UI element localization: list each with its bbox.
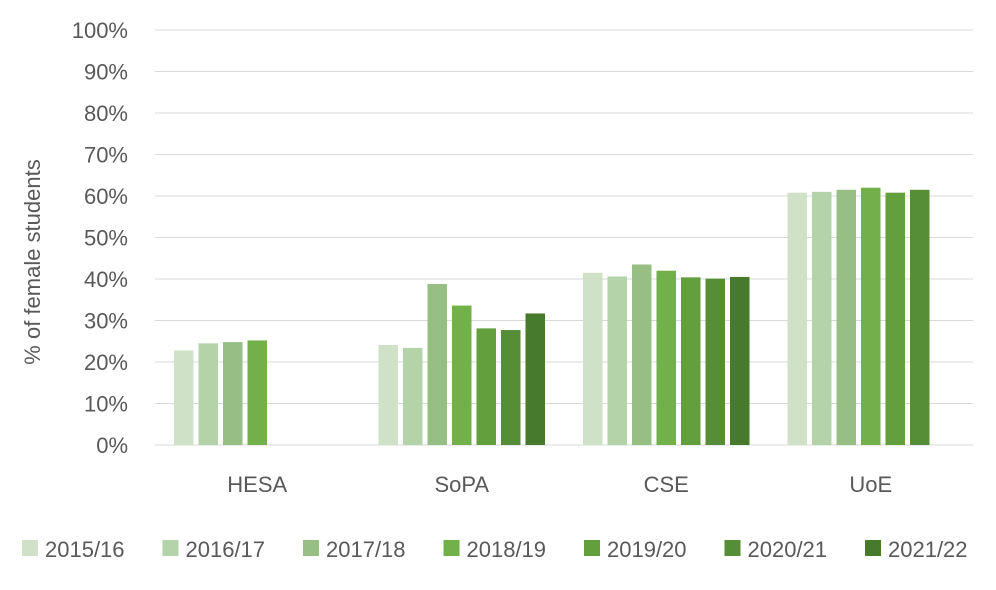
legend-swatch bbox=[865, 540, 881, 556]
legend-label: 2019/20 bbox=[607, 537, 687, 562]
y-axis-title: % of female students bbox=[20, 159, 45, 364]
x-tick-label: CSE bbox=[644, 472, 689, 497]
bar-cse-2016-17 bbox=[607, 276, 627, 445]
bar-uoe-2020-21 bbox=[910, 189, 930, 445]
gridlines bbox=[155, 29, 973, 446]
bar-uoe-2019-20 bbox=[885, 192, 905, 445]
axes: 0% 10% 20% 30% 40% 50% 60% 70% 80% 90% 100% HESA SoP… bbox=[72, 18, 892, 497]
bar-uoe-2016-17 bbox=[812, 191, 832, 445]
bar-cse-2015-16 bbox=[583, 272, 603, 445]
legend-label: 2016/17 bbox=[186, 537, 266, 562]
legend-swatch bbox=[22, 540, 38, 556]
bar-uoe-2015-16 bbox=[787, 192, 807, 445]
bars bbox=[174, 187, 930, 445]
y-tick-label: 10% bbox=[84, 392, 128, 417]
legend-swatch bbox=[443, 540, 460, 556]
legend-swatch bbox=[584, 540, 600, 556]
x-tick-label: SoPA bbox=[434, 472, 489, 497]
y-tick-label: 80% bbox=[84, 101, 128, 126]
legend-label: 2018/19 bbox=[467, 537, 547, 562]
bar-hesa-2018-19 bbox=[247, 340, 267, 445]
bar-hesa-2017-18 bbox=[223, 342, 243, 445]
legend: 2015/16 2016/17 2017/18 2018/19 2019/20 2020/… bbox=[22, 537, 968, 562]
bar-sopa-2015-16 bbox=[378, 344, 398, 445]
x-tick-label: HESA bbox=[227, 472, 287, 497]
legend-swatch bbox=[303, 540, 319, 556]
legend-label: 2021/22 bbox=[888, 537, 968, 562]
y-tick-label: 100% bbox=[72, 18, 128, 43]
y-tick-label: 50% bbox=[84, 226, 128, 251]
x-tick-label: UoE bbox=[849, 472, 892, 497]
y-tick-label: 20% bbox=[84, 350, 128, 375]
bar-cse-2019-20 bbox=[681, 277, 701, 445]
y-tick-label: 40% bbox=[84, 267, 128, 292]
y-tick-label: 0% bbox=[96, 433, 128, 458]
bar-cse-2021-22 bbox=[730, 276, 750, 445]
legend-label: 2015/16 bbox=[45, 537, 125, 562]
bar-cse-2018-19 bbox=[656, 270, 676, 445]
bar-sopa-2018-19 bbox=[452, 305, 472, 445]
y-tick-label: 70% bbox=[84, 143, 128, 168]
bar-uoe-2017-18 bbox=[836, 189, 856, 445]
y-tick-label: 90% bbox=[84, 60, 128, 85]
bar-cse-2017-18 bbox=[632, 264, 652, 445]
y-tick-label: 60% bbox=[84, 184, 128, 209]
legend-swatch bbox=[724, 540, 741, 556]
bar-uoe-2018-19 bbox=[861, 187, 881, 445]
bar-sopa-2020-21 bbox=[501, 330, 521, 445]
legend-swatch bbox=[162, 540, 179, 556]
legend-label: 2017/18 bbox=[326, 537, 406, 562]
bar-sopa-2019-20 bbox=[476, 328, 496, 445]
bar-sopa-2017-18 bbox=[427, 283, 447, 445]
bar-cse-2020-21 bbox=[705, 278, 725, 445]
bar-hesa-2015-16 bbox=[174, 350, 194, 445]
bar-sopa-2016-17 bbox=[403, 347, 423, 445]
legend-label: 2020/21 bbox=[748, 537, 828, 562]
bar-hesa-2016-17 bbox=[198, 343, 218, 445]
bar-sopa-2021-22 bbox=[525, 313, 545, 445]
y-tick-label: 30% bbox=[84, 309, 128, 334]
